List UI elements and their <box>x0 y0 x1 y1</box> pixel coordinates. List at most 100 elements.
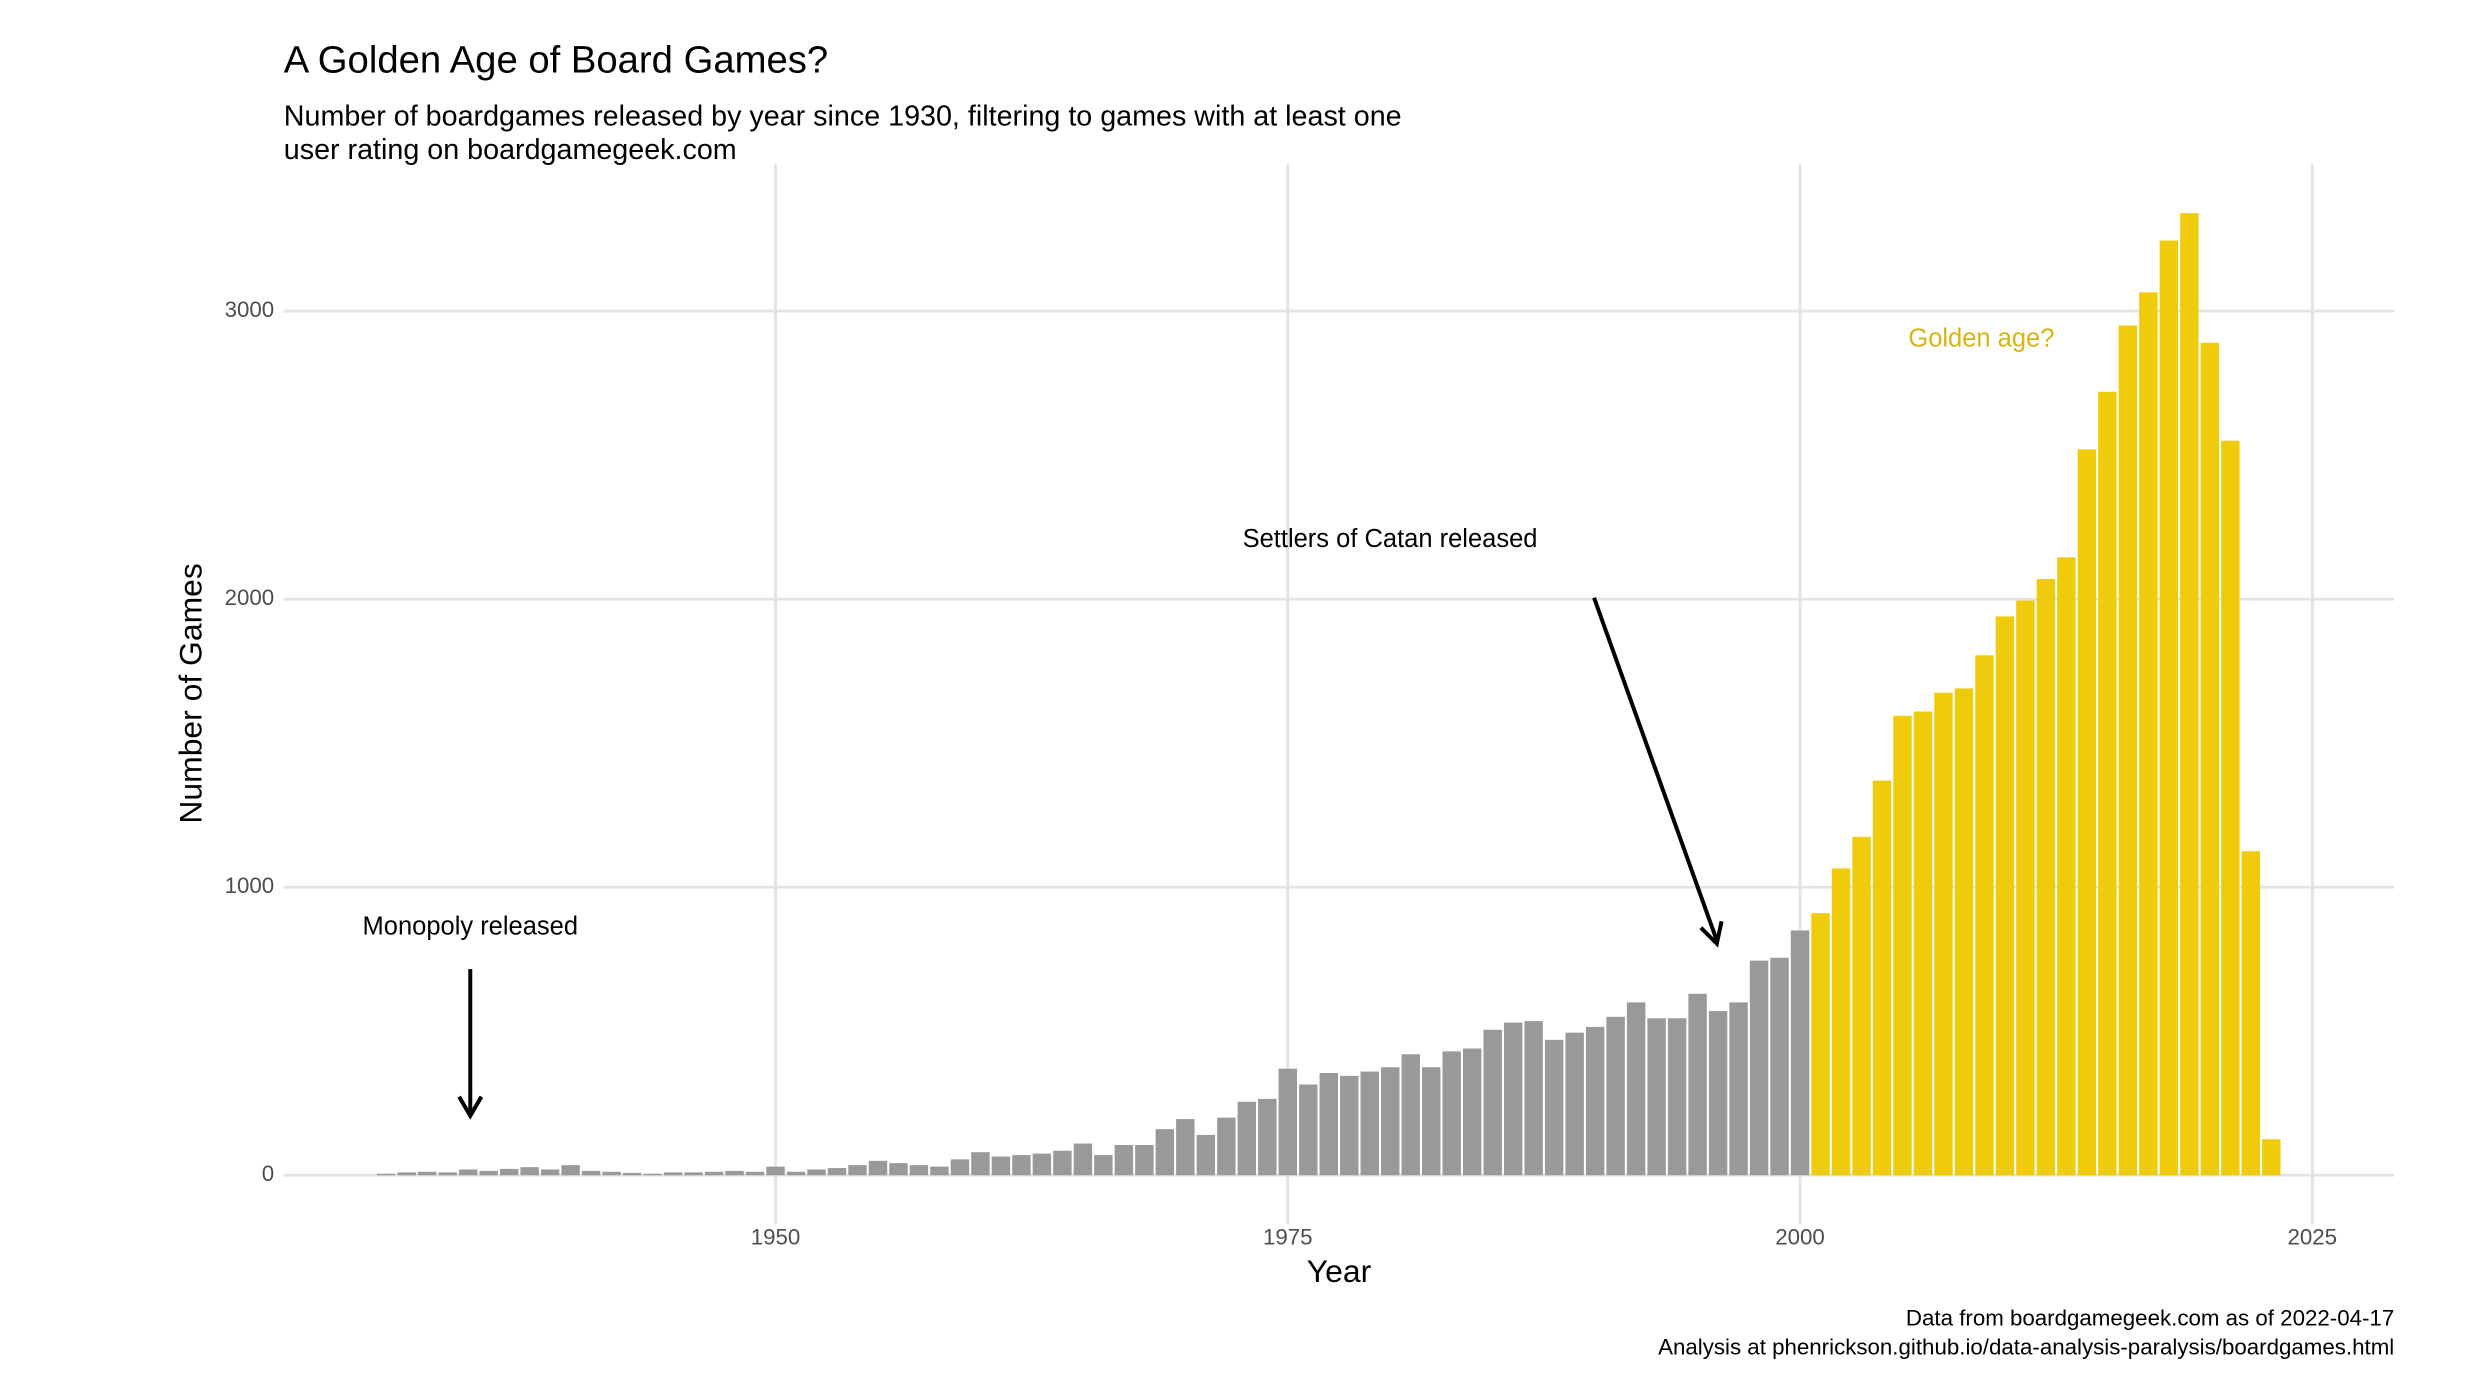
bar <box>1360 1071 1379 1176</box>
bar <box>1155 1129 1175 1176</box>
bar <box>725 1170 744 1176</box>
annotation: Settlers of Catan released <box>1243 525 1538 553</box>
bar <box>1073 1143 1093 1176</box>
bar <box>1995 616 2015 1176</box>
bar <box>950 1159 970 1176</box>
annotation: Golden age? <box>1908 324 2054 352</box>
bar <box>1872 780 1892 1176</box>
bar <box>1381 1067 1400 1176</box>
bar <box>1135 1144 1154 1176</box>
arrow-head <box>1699 920 1724 948</box>
bar <box>1401 1054 1420 1176</box>
bar <box>1053 1150 1072 1176</box>
bar <box>2016 600 2035 1176</box>
caption: Analysis at phenrickson.github.io/data-a… <box>1658 1334 2394 1359</box>
bar <box>971 1152 990 1176</box>
bar <box>2057 557 2076 1176</box>
bar <box>1299 1084 1318 1176</box>
bar <box>1217 1117 1236 1176</box>
bar <box>930 1166 949 1176</box>
bar <box>745 1171 765 1176</box>
bar <box>1729 1002 1748 1176</box>
bar <box>520 1167 539 1176</box>
bar <box>1094 1155 1113 1176</box>
bar <box>2118 325 2138 1176</box>
bar <box>2098 391 2117 1176</box>
bar <box>1585 1026 1605 1176</box>
bar <box>663 1172 683 1176</box>
bar <box>561 1165 580 1176</box>
bar <box>1196 1134 1216 1176</box>
bar <box>991 1156 1011 1176</box>
bar <box>2180 213 2199 1176</box>
bar <box>1442 1051 1461 1176</box>
bar <box>1790 930 1810 1176</box>
bar <box>2241 851 2261 1176</box>
bar <box>1954 688 1974 1176</box>
bar <box>1934 692 1953 1176</box>
bar <box>1483 1029 1502 1176</box>
bar <box>1688 993 1707 1176</box>
x-axis-title: Year <box>1307 1253 1372 1289</box>
bar <box>1749 960 1769 1176</box>
bar <box>909 1165 929 1176</box>
bar <box>1012 1155 1031 1176</box>
chart-subtitle: user rating on boardgamegeek.com <box>284 134 737 166</box>
bar <box>540 1169 560 1176</box>
x-tick-label: 2025 <box>2287 1224 2337 1249</box>
bar <box>397 1172 416 1176</box>
bar <box>1544 1039 1564 1176</box>
arrow-head <box>457 1095 484 1120</box>
bar <box>1667 1018 1687 1176</box>
bar <box>889 1163 908 1176</box>
bar <box>438 1172 457 1176</box>
bar <box>1831 868 1851 1176</box>
bar <box>1975 655 1994 1176</box>
arrow <box>1592 597 1719 942</box>
bar <box>1647 1018 1666 1176</box>
x-tick-label: 2000 <box>1775 1224 1825 1249</box>
bar <box>2159 240 2179 1176</box>
bar <box>1708 1011 1728 1176</box>
bar <box>2036 578 2056 1176</box>
bar <box>1176 1119 1195 1176</box>
bar <box>581 1170 601 1176</box>
bar <box>1626 1002 1646 1176</box>
bar <box>622 1172 642 1176</box>
caption: Data from boardgamegeek.com as of 2022-0… <box>1906 1306 2394 1331</box>
annotation: Monopoly released <box>363 912 578 940</box>
y-tick-label: 3000 <box>225 297 275 322</box>
bar <box>1524 1021 1543 1176</box>
bar <box>2221 440 2240 1176</box>
bar <box>704 1171 724 1176</box>
bar <box>417 1171 437 1176</box>
bar <box>807 1169 826 1176</box>
bar <box>458 1169 478 1176</box>
bar <box>1606 1016 1625 1176</box>
bar <box>643 1173 662 1176</box>
bar <box>1114 1144 1134 1176</box>
bar <box>499 1168 519 1176</box>
y-axis-title: Number of Games <box>172 563 208 823</box>
bar <box>1893 715 1912 1176</box>
bar <box>827 1168 847 1176</box>
bar <box>479 1170 498 1176</box>
bar <box>1032 1153 1052 1176</box>
y-tick-label: 1000 <box>225 873 275 898</box>
bar <box>602 1171 621 1176</box>
bar <box>2077 449 2097 1176</box>
bar <box>1340 1075 1359 1176</box>
bar <box>1503 1022 1523 1176</box>
y-tick-label: 2000 <box>225 585 275 610</box>
bar <box>1770 957 1789 1176</box>
y-tick-label: 0 <box>262 1161 274 1186</box>
bar <box>1237 1101 1257 1176</box>
bar <box>2200 342 2220 1176</box>
bar <box>868 1160 888 1176</box>
bar <box>1278 1068 1298 1176</box>
x-tick-label: 1950 <box>751 1224 801 1249</box>
bar <box>377 1173 396 1176</box>
bar <box>1422 1067 1441 1176</box>
